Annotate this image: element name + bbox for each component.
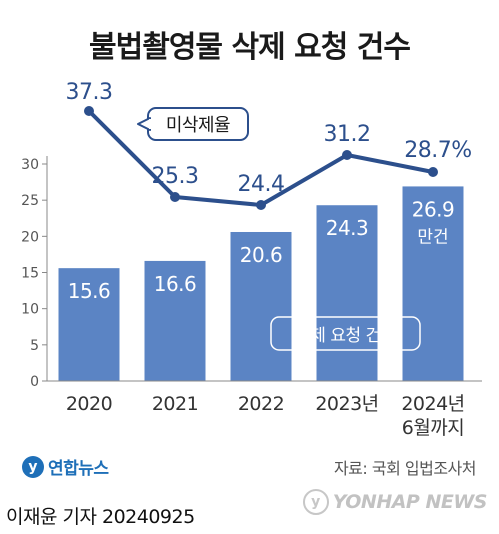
rate-series-name: 미삭제율 [166, 115, 230, 136]
source-note: 자료: 국회 입법조사처 [333, 459, 477, 478]
yonhap-logo: y 연합뉴스 [22, 454, 109, 479]
bar-value-label: 15.6 [68, 279, 111, 303]
yonhap-logo-icon: y [22, 455, 44, 478]
bar-value-label: 16.6 [154, 272, 197, 296]
rate-point [342, 150, 352, 160]
rate-value-label: 25.3 [152, 164, 199, 189]
x-tick-label: 2022 [238, 393, 284, 415]
x-tick-label: 2024년 [401, 393, 464, 415]
y-tick-label: 0 [30, 374, 39, 390]
watermark: y YONHAP NEWS [302, 489, 488, 515]
bar-2022 [230, 231, 292, 381]
rate-value-label: 31.2 [324, 122, 371, 147]
rate-point [170, 192, 180, 202]
reporter-credit: 이재윤 기자 20240925 [6, 506, 195, 528]
bar-2023년 [316, 205, 378, 381]
bar-unit-label: 만건 [417, 227, 448, 247]
bar-2020 [58, 268, 120, 381]
rate-value-label: 24.4 [238, 172, 285, 197]
x-tick-label: 2020 [66, 393, 112, 415]
bar-series-name-box [270, 316, 421, 351]
rate-value-label: 28.7% [404, 138, 471, 163]
bar-2024년-6월까지 [402, 186, 464, 381]
x-tick-label: 2021 [152, 393, 198, 415]
rate-series-pointer [137, 117, 151, 131]
y-tick-label: 20 [21, 229, 39, 245]
y-tick-label: 10 [21, 302, 39, 318]
rate-point [256, 200, 266, 210]
y-tick-label: 25 [21, 193, 39, 209]
bar-value-label: 20.6 [240, 243, 283, 267]
y-tick-label: 15 [21, 266, 39, 282]
bar-value-label: 26.9 [412, 197, 455, 221]
footer-bar [0, 485, 499, 534]
y-tick-label: 5 [30, 338, 39, 354]
bar-series-name: 삭제 요청 건수 [295, 326, 396, 346]
watermark-logo-icon: y [302, 489, 329, 515]
watermark-text: YONHAP NEWS [332, 491, 488, 513]
x-tick-label: 6월까지 [402, 417, 465, 439]
rate-point [84, 106, 94, 116]
yonhap-logo-text: 연합뉴스 [48, 459, 109, 479]
y-tick-label: 30 [21, 157, 39, 173]
rate-point [428, 167, 438, 177]
bar-2021 [144, 260, 206, 381]
x-tick-label: 2023년 [315, 393, 378, 415]
rate-value-label: 37.3 [66, 80, 113, 105]
bar-value-label: 24.3 [326, 216, 369, 240]
chart-title: 불법촬영물 삭제 요청 건수 [89, 30, 411, 65]
